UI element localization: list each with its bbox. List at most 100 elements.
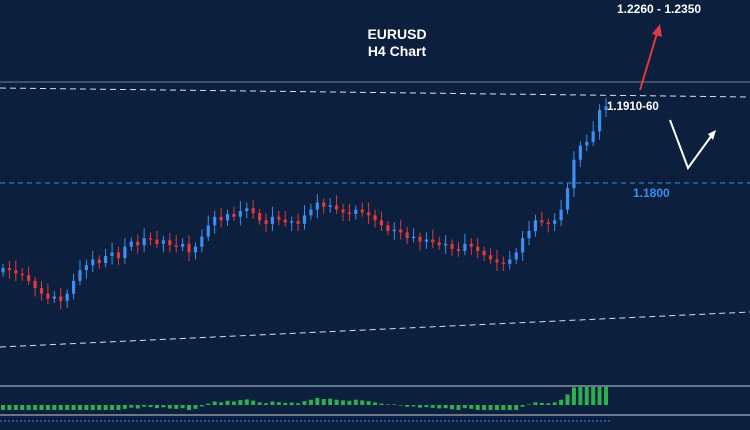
histogram-bar (225, 400, 230, 405)
candle-body (257, 213, 262, 221)
histogram-bar (65, 405, 70, 410)
histogram-bar (122, 405, 127, 409)
candle-body (20, 273, 24, 276)
candle-body (488, 255, 493, 260)
target-label: 1.2260 - 1.2350 (617, 2, 701, 16)
candle-body (7, 268, 12, 271)
histogram-bar (257, 402, 262, 405)
candle-body (14, 270, 18, 274)
histogram-bar (591, 387, 596, 405)
candle-body (347, 212, 352, 214)
candle-body (161, 240, 165, 244)
histogram-bar (411, 405, 416, 407)
candle-body (283, 219, 287, 223)
candle-body (533, 220, 538, 231)
candle-body (116, 252, 121, 259)
histogram-bar (462, 405, 467, 409)
candle-body (296, 221, 300, 224)
histogram-bar (546, 403, 551, 405)
histogram-bar (360, 400, 365, 405)
candle-body (572, 159, 576, 189)
candle-body (527, 231, 531, 239)
histogram-bar (90, 405, 95, 410)
candle-body (334, 205, 339, 210)
histogram-bar (58, 405, 63, 410)
candle-body (399, 229, 403, 233)
histogram-bar (494, 405, 499, 410)
histogram-bar (379, 403, 384, 405)
histogram-bar (167, 405, 172, 409)
histogram-bar (392, 404, 397, 405)
histogram-bar (13, 405, 18, 410)
candle-body (469, 243, 473, 247)
candle-body (200, 236, 204, 247)
candle-body (360, 209, 364, 213)
histogram-bar (135, 405, 140, 409)
candle-body (238, 211, 242, 217)
histogram-bar (129, 405, 134, 408)
histogram-bar (604, 387, 608, 405)
candle-body (431, 239, 435, 243)
histogram-bar (520, 405, 525, 407)
candle-body (411, 236, 416, 239)
candle-body (155, 239, 159, 244)
candle-body (521, 238, 525, 253)
histogram-bar (456, 405, 461, 410)
candle-body (373, 215, 377, 221)
candle-body (418, 236, 422, 242)
histogram-bar (264, 403, 269, 405)
histogram-bar (552, 402, 557, 405)
histogram-bar (283, 402, 288, 405)
histogram-bar (321, 399, 326, 405)
chart-subtitle: H4 Chart (368, 43, 427, 59)
candle-body (463, 243, 467, 251)
candle-body (386, 225, 390, 231)
histogram-bar (597, 387, 602, 405)
candle-body (392, 229, 396, 232)
histogram-bar (565, 394, 570, 405)
resistance-level-label: 1.1910-60 (607, 101, 659, 113)
candle-body (264, 220, 268, 224)
histogram-bar (347, 400, 352, 405)
histogram-bar (482, 405, 487, 410)
histogram-bar (45, 405, 50, 410)
candle-body (104, 255, 108, 264)
candle-body (1, 268, 5, 273)
candle-body (450, 243, 454, 249)
histogram-bar (334, 399, 339, 405)
histogram-bar (251, 400, 256, 405)
candle-body (148, 238, 153, 240)
histogram-bar (154, 405, 159, 409)
histogram-bar (26, 405, 31, 410)
histogram-bar (187, 405, 192, 410)
histogram-bar (276, 402, 281, 405)
histogram-bar (539, 402, 544, 405)
candle-body (309, 209, 313, 216)
candle-body (97, 259, 101, 264)
histogram-bar (20, 405, 25, 410)
histogram-bar (238, 400, 243, 405)
candle-body (270, 216, 275, 224)
candle-body (39, 288, 44, 294)
candle-body (495, 259, 499, 263)
candle-body (52, 296, 56, 299)
candle-body (277, 216, 281, 220)
histogram-bar (430, 405, 435, 408)
histogram-bar (7, 405, 12, 410)
candle-body (225, 213, 230, 221)
candle-body (27, 275, 31, 281)
histogram-bar (514, 405, 519, 410)
histogram-bar (315, 397, 320, 405)
candle-body (540, 220, 544, 223)
histogram-bar (219, 402, 224, 405)
candle-body (514, 252, 518, 260)
lower-trend-line (0, 311, 750, 348)
candle-body (559, 209, 563, 221)
candle-body (59, 296, 63, 301)
candle-body (251, 208, 255, 214)
candle-body (33, 280, 37, 288)
candle-body (379, 220, 384, 226)
candle-body (322, 202, 326, 207)
histogram-bar (578, 387, 583, 405)
